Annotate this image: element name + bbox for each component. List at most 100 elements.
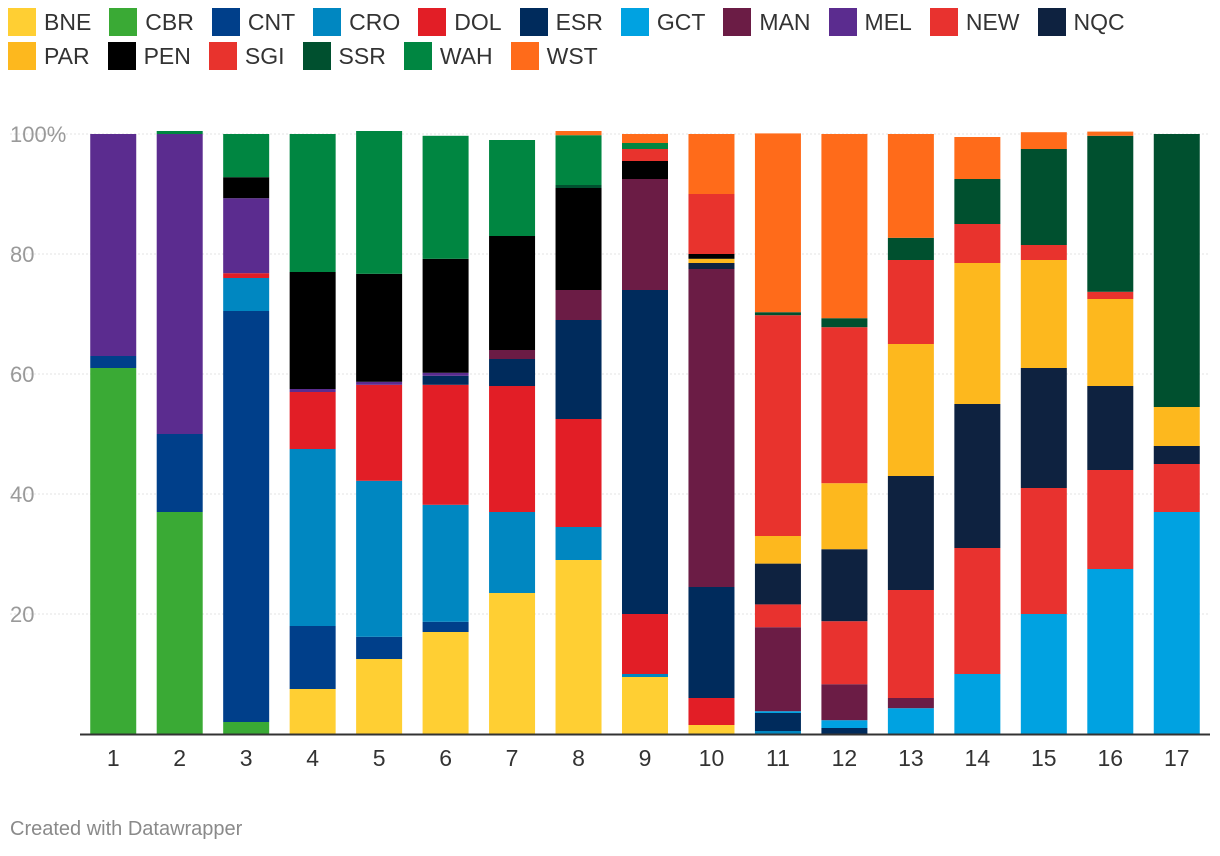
legend-label: BNE [44, 8, 92, 35]
bar-segment-man [555, 290, 602, 320]
legend-label: NEW [965, 8, 1020, 35]
bar-stack-10 [688, 134, 735, 734]
y-tick-label: 100% [10, 122, 66, 147]
legend-item-gct: GCT [620, 8, 705, 36]
legend-swatch [211, 8, 240, 36]
bar-segment-ssr [821, 318, 868, 328]
bar-segment-new [754, 604, 801, 628]
legend-label: CRO [349, 8, 401, 35]
bar-segment-gct [1087, 569, 1134, 734]
bar-segment-pen [489, 236, 536, 350]
bar-stack-11 [754, 133, 801, 734]
bar-segment-cro [754, 731, 801, 734]
legend-swatch [208, 42, 237, 70]
bar-segment-par [1087, 299, 1134, 386]
bar-segment-wst [1087, 131, 1134, 136]
bar-segment-gct [821, 720, 868, 728]
bar-segment-ssr [1087, 135, 1134, 292]
legend-label: DOL [454, 8, 502, 35]
bar-segment-par [1153, 407, 1200, 446]
legend-swatch [418, 8, 447, 36]
bar-segment-wst [1020, 132, 1067, 149]
bar-segment-pen [688, 254, 735, 259]
legend-label: ESR [555, 8, 603, 35]
bar-segment-esr [622, 290, 668, 614]
legend-swatch [1037, 8, 1066, 36]
x-tick-label: 11 [766, 745, 790, 771]
x-tick-label: 6 [439, 745, 452, 771]
y-tick-label: 80 [10, 242, 34, 267]
legend-swatch [107, 42, 136, 70]
legend-label: PEN [143, 42, 191, 69]
footer-credit: Created with Datawrapper [10, 818, 243, 840]
bar-segment-sgi [1020, 245, 1067, 260]
bar-segment-cnt [223, 311, 270, 722]
bar-segment-wst [622, 134, 668, 143]
bar-segment-mel [90, 134, 137, 356]
bar-segment-gct [754, 711, 801, 713]
bar-segment-par [754, 536, 801, 564]
bar-segment-wst [821, 134, 868, 319]
bar-segment-nqc [1087, 386, 1134, 470]
bar-stack-4 [289, 134, 336, 734]
x-tick-label: 14 [965, 745, 991, 771]
bar-stack-5 [356, 131, 403, 734]
legend-label: MEL [864, 8, 912, 35]
bar-segment-mel [422, 372, 469, 376]
legend-swatch [403, 42, 432, 70]
bar-segment-esr [821, 728, 868, 734]
bar-segment-cro [555, 527, 602, 560]
bar-segment-wst [887, 134, 934, 238]
bar-segment-ssr [1020, 149, 1067, 245]
bar-stack-9 [622, 134, 668, 734]
bar-segment-wah [289, 134, 336, 272]
legend-swatch [723, 8, 752, 36]
y-tick-label: 20 [10, 602, 34, 627]
x-tick-label: 7 [506, 745, 519, 771]
bar-segment-par [887, 344, 934, 476]
legend-item-esr: ESR [519, 8, 603, 36]
x-tick-label: 2 [173, 745, 186, 771]
bar-stack-16 [1087, 131, 1134, 734]
bar-segment-pen [223, 177, 270, 199]
bar-segment-new [1020, 488, 1067, 614]
legend-label: CBR [145, 8, 194, 35]
bar-segment-dol [289, 392, 336, 449]
legend-item-new: NEW [929, 8, 1020, 36]
bar-segment-cnt [422, 621, 469, 632]
legend-swatch [8, 42, 36, 70]
bar-segment-nqc [688, 263, 735, 269]
x-tick-label: 5 [373, 745, 386, 771]
legend-item-sgi: SGI [208, 42, 285, 70]
bar-segment-cnt [356, 636, 403, 659]
bar-segment-wah [223, 134, 270, 178]
bar-segment-pen [289, 272, 336, 389]
bar-segment-bne [622, 677, 668, 734]
bar-segment-wah [555, 135, 602, 185]
legend-label: NQC [1073, 8, 1125, 35]
bar-segment-bne [289, 689, 336, 734]
bar-segment-cro [422, 504, 469, 622]
bar-segment-nqc [754, 563, 801, 605]
bar-segment-man [887, 698, 934, 709]
x-tick-label: 13 [898, 745, 924, 771]
bar-segment-wst [688, 134, 735, 194]
bar-segment-par [1020, 260, 1067, 368]
bar-segment-sgi [1087, 291, 1134, 299]
bar-segment-esr [422, 375, 469, 385]
bar-segment-par [688, 258, 735, 263]
bar-segment-dol [688, 698, 735, 725]
bar-segment-sgi [887, 260, 934, 344]
legend-item-dol: DOL [418, 8, 502, 36]
bar-stack-14 [954, 137, 1001, 734]
bar-segment-gct [1153, 512, 1200, 734]
x-tick-label: 3 [240, 745, 253, 771]
bar-segment-pen [422, 258, 469, 373]
bar-segment-ssr [954, 179, 1001, 224]
bar-segment-dol [555, 419, 602, 527]
bar-segment-man [821, 684, 868, 721]
bar-segment-man [754, 627, 801, 712]
bar-segment-gct [954, 674, 1001, 734]
legend-item-bne: BNE [8, 8, 91, 36]
